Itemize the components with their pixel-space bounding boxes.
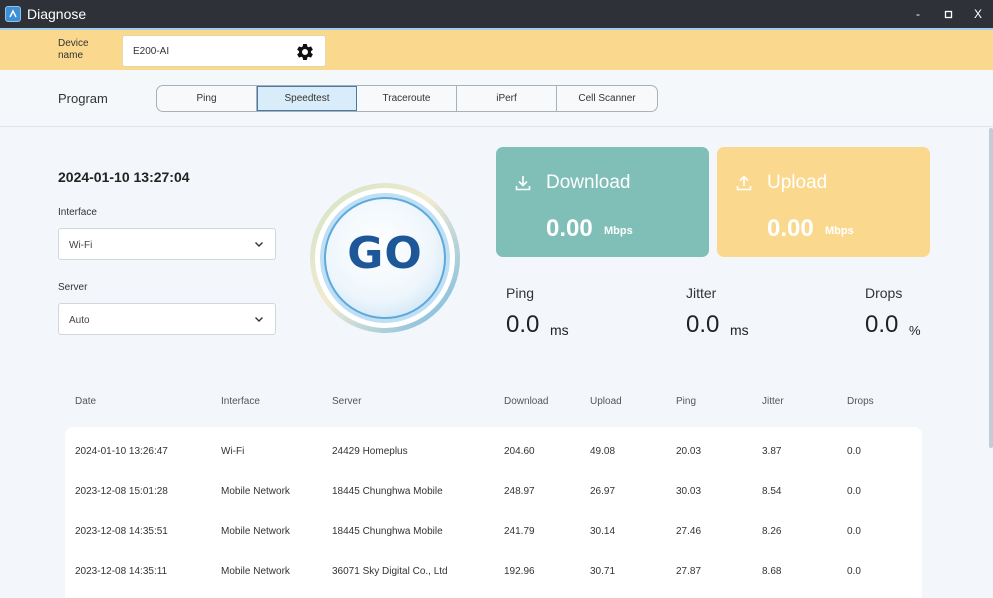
cell-jitter: 8.26 (762, 526, 782, 537)
column-header-upload: Upload (590, 396, 622, 407)
close-button[interactable]: X (973, 7, 982, 21)
cell-upload: 49.08 (590, 446, 616, 457)
drops-label: Drops (865, 285, 903, 301)
cell-ping: 30.03 (676, 486, 702, 497)
cell-server: 18445 Chunghwa Mobile (332, 486, 443, 497)
download-icon (515, 176, 531, 191)
jitter-unit: ms (730, 322, 749, 338)
column-header-jitter: Jitter (762, 396, 784, 407)
minimize-button[interactable]: - (916, 7, 920, 21)
tab-iperf[interactable]: iPerf (457, 86, 557, 111)
cell-ping: 27.87 (676, 566, 702, 577)
upload-icon (736, 175, 752, 191)
go-ring-graphic (310, 183, 460, 333)
cell-interface: Mobile Network (221, 526, 290, 537)
interface-select[interactable]: Wi-Fi (58, 228, 276, 260)
title-bar: Diagnose - X (0, 0, 993, 28)
tab-ping[interactable]: Ping (157, 86, 257, 111)
column-header-download: Download (504, 396, 549, 407)
vertical-scrollbar[interactable] (989, 128, 993, 448)
go-button[interactable]: GO (307, 180, 463, 336)
server-value: Auto (69, 315, 90, 326)
program-bar: Program Ping Speedtest Traceroute iPerf … (0, 70, 993, 127)
cell-upload: 30.71 (590, 566, 616, 577)
column-header-drops: Drops (847, 396, 874, 407)
column-header-date: Date (75, 396, 97, 407)
cell-drops: 0.0 (847, 486, 861, 497)
ping-value: 0.0 (506, 311, 540, 338)
server-label: Server (58, 282, 88, 293)
drops-unit: % (909, 323, 921, 338)
cell-server: 36071 Sky Digital Co., Ltd (332, 566, 448, 577)
cell-ping: 27.46 (676, 526, 702, 537)
gear-icon[interactable] (295, 42, 315, 62)
jitter-value: 0.0 (686, 311, 720, 338)
download-value: 0.00 (546, 215, 593, 242)
chevron-down-icon (255, 242, 263, 247)
cell-download: 248.97 (504, 486, 535, 497)
table-row[interactable]: 2023-12-08 15:01:28 Mobile Network 18445… (65, 472, 922, 512)
maximize-icon (944, 10, 952, 18)
device-name-label: Device name (58, 38, 89, 61)
tab-speedtest[interactable]: Speedtest (257, 86, 357, 111)
cell-drops: 0.0 (847, 446, 861, 457)
table-row[interactable]: 2023-12-08 14:35:11 Mobile Network 36071… (65, 552, 922, 592)
device-name-field[interactable]: E200-AI (122, 35, 326, 67)
column-header-server: Server (332, 396, 362, 407)
upload-unit: Mbps (825, 225, 854, 237)
program-label: Program (58, 91, 108, 106)
server-select[interactable]: Auto (58, 303, 276, 335)
cell-drops: 0.0 (847, 566, 861, 577)
device-name-value: E200-AI (133, 46, 170, 57)
cell-date: 2023-12-08 14:35:11 (75, 566, 168, 577)
program-tabs: Ping Speedtest Traceroute iPerf Cell Sca… (156, 85, 658, 112)
upload-value: 0.00 (767, 215, 814, 242)
chevron-down-icon (255, 317, 263, 322)
cell-jitter: 8.68 (762, 566, 782, 577)
table-row[interactable]: 2024-01-10 13:26:47 Wi-Fi 24429 Homeplus… (65, 432, 922, 472)
table-row[interactable]: 2023-12-08 14:35:51 Mobile Network 18445… (65, 512, 922, 552)
device-bar: Device name E200-AI (0, 28, 993, 70)
ping-unit: ms (550, 322, 569, 338)
app-icon (5, 6, 21, 22)
cell-download: 204.60 (504, 446, 535, 457)
tab-cell-scanner[interactable]: Cell Scanner (578, 93, 636, 104)
cell-interface: Mobile Network (221, 566, 290, 577)
cell-date: 2024-01-10 13:26:47 (75, 446, 168, 457)
upload-card: Upload 0.00 Mbps (717, 147, 930, 257)
cell-drops: 0.0 (847, 526, 861, 537)
interface-value: Wi-Fi (69, 240, 93, 251)
tab-traceroute[interactable]: Traceroute (357, 86, 457, 111)
maximize-button[interactable] (933, 0, 963, 28)
cell-date: 2023-12-08 15:01:28 (75, 486, 168, 497)
download-title: Download (546, 172, 631, 193)
cell-interface: Mobile Network (221, 486, 290, 497)
jitter-label: Jitter (686, 285, 717, 301)
cell-ping: 20.03 (676, 446, 702, 457)
cell-jitter: 8.54 (762, 486, 782, 497)
column-header-interface: Interface (221, 396, 260, 407)
cell-server: 18445 Chunghwa Mobile (332, 526, 443, 537)
window-title: Diagnose (27, 6, 87, 22)
cell-upload: 30.14 (590, 526, 616, 537)
cell-download: 241.79 (504, 526, 535, 537)
download-unit: Mbps (604, 225, 633, 237)
test-datetime: 2024-01-10 13:27:04 (58, 169, 190, 185)
cell-jitter: 3.87 (762, 446, 782, 457)
cell-date: 2023-12-08 14:35:51 (75, 526, 168, 537)
go-label: GO (347, 228, 423, 279)
drops-value: 0.0 (865, 311, 899, 338)
cell-interface: Wi-Fi (221, 446, 245, 457)
ping-label: Ping (506, 285, 535, 301)
cell-upload: 26.97 (590, 486, 616, 497)
upload-title: Upload (767, 172, 828, 193)
cell-download: 192.96 (504, 566, 535, 577)
history-table: 2024-01-10 13:26:47 Wi-Fi 24429 Homeplus… (65, 427, 922, 598)
column-header-ping: Ping (676, 396, 697, 407)
cell-server: 24429 Homeplus (332, 446, 408, 457)
download-card: Download 0.00 Mbps (496, 147, 709, 257)
interface-label: Interface (58, 207, 97, 218)
